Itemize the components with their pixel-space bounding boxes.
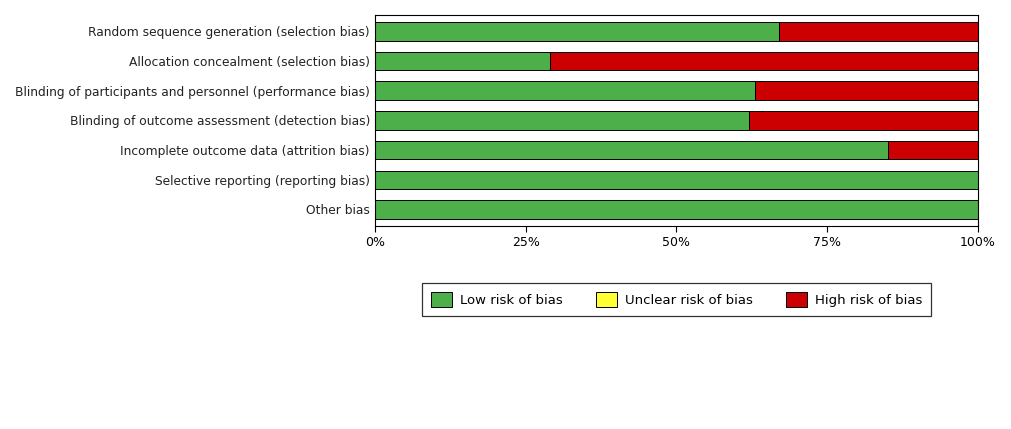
Bar bbox=[778, 22, 978, 40]
Bar bbox=[375, 200, 978, 219]
Bar bbox=[550, 52, 978, 70]
Bar bbox=[375, 82, 755, 100]
Bar bbox=[755, 82, 978, 100]
Bar bbox=[749, 111, 978, 130]
Bar bbox=[375, 171, 978, 189]
Bar bbox=[375, 52, 550, 70]
Bar bbox=[888, 141, 978, 159]
Bar bbox=[375, 111, 749, 130]
Bar bbox=[375, 22, 778, 40]
Legend: Low risk of bias, Unclear risk of bias, High risk of bias: Low risk of bias, Unclear risk of bias, … bbox=[422, 283, 931, 316]
Bar bbox=[375, 141, 888, 159]
